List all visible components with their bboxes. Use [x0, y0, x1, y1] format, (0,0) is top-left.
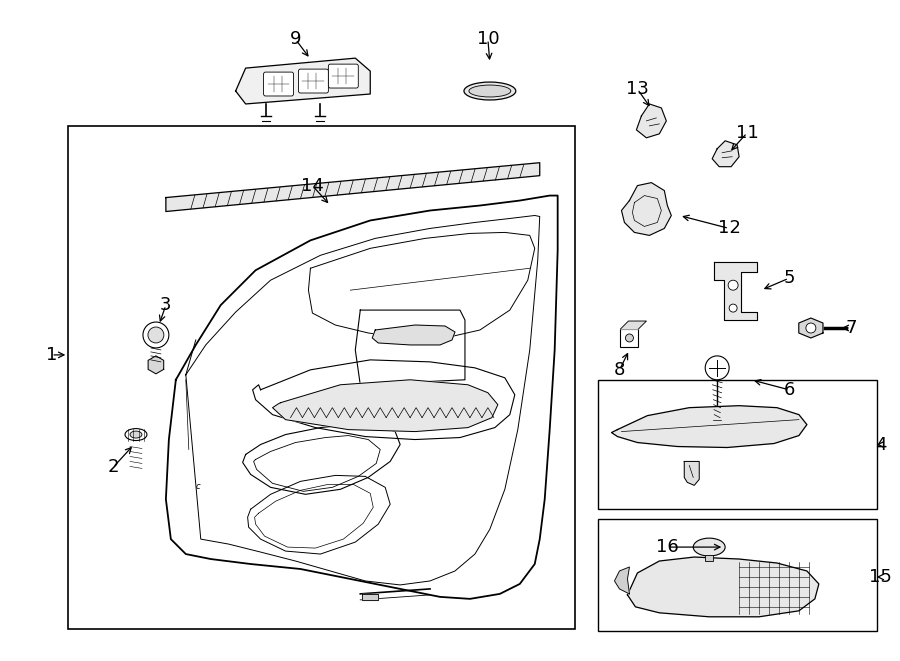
FancyBboxPatch shape: [299, 69, 328, 93]
Ellipse shape: [693, 538, 725, 556]
Text: 2: 2: [107, 459, 119, 477]
Polygon shape: [636, 104, 666, 137]
Text: 8: 8: [614, 361, 626, 379]
Polygon shape: [611, 406, 807, 447]
Text: 15: 15: [869, 568, 892, 586]
Bar: [598, 519, 877, 631]
FancyBboxPatch shape: [328, 64, 358, 88]
Circle shape: [728, 280, 738, 290]
Circle shape: [729, 304, 737, 312]
Text: 10: 10: [477, 30, 500, 48]
Text: 11: 11: [735, 124, 759, 142]
Text: 4: 4: [875, 436, 886, 453]
Polygon shape: [627, 557, 819, 617]
Circle shape: [626, 334, 634, 342]
FancyBboxPatch shape: [264, 72, 293, 96]
Circle shape: [143, 322, 169, 348]
Circle shape: [706, 356, 729, 380]
Bar: [68, 126, 574, 629]
Text: 14: 14: [301, 176, 324, 194]
Polygon shape: [620, 321, 646, 329]
Polygon shape: [363, 594, 378, 600]
Polygon shape: [715, 262, 757, 320]
Text: 16: 16: [656, 538, 679, 556]
Text: 1: 1: [46, 346, 57, 364]
Text: 13: 13: [626, 80, 649, 98]
Text: 12: 12: [717, 219, 741, 237]
Ellipse shape: [130, 431, 142, 438]
Bar: [598, 380, 877, 509]
Polygon shape: [373, 325, 455, 345]
Ellipse shape: [469, 85, 511, 97]
Circle shape: [806, 323, 816, 333]
Polygon shape: [273, 380, 498, 432]
Text: 6: 6: [783, 381, 795, 399]
Polygon shape: [148, 356, 164, 374]
Ellipse shape: [125, 428, 147, 440]
Polygon shape: [712, 141, 739, 167]
Polygon shape: [622, 182, 671, 235]
Text: 7: 7: [845, 319, 857, 337]
Polygon shape: [684, 461, 699, 485]
Polygon shape: [799, 318, 823, 338]
Bar: [706, 555, 713, 561]
Circle shape: [148, 327, 164, 343]
Text: c: c: [196, 483, 201, 491]
Text: 5: 5: [783, 269, 795, 288]
Polygon shape: [236, 58, 370, 104]
Polygon shape: [166, 163, 540, 212]
Polygon shape: [615, 567, 629, 594]
Bar: [620, 329, 638, 347]
Ellipse shape: [464, 82, 516, 100]
Text: 3: 3: [160, 296, 172, 314]
Text: 9: 9: [290, 30, 302, 48]
